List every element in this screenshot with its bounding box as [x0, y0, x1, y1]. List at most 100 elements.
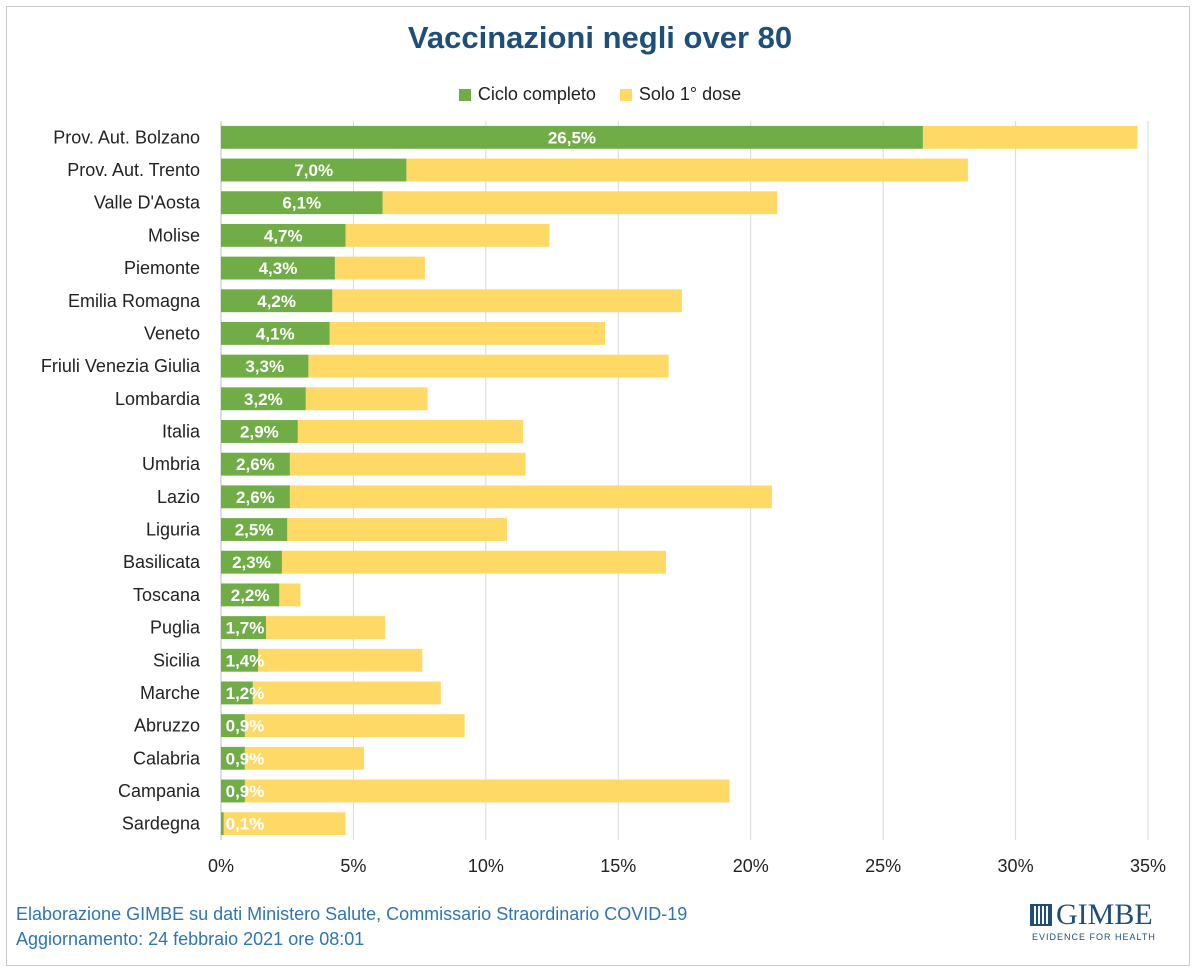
bar-ciclo-completo — [221, 223, 346, 247]
bar-solo-prima-dose — [332, 289, 682, 313]
legend: Ciclo completo Solo 1° dose — [0, 84, 1200, 105]
category-label: Sardegna — [122, 814, 201, 834]
bar-ciclo-completo — [221, 158, 407, 182]
category-label: Toscana — [133, 585, 201, 605]
bar-solo-prima-dose — [287, 518, 508, 541]
data-label-ciclo-completo: 2,9% — [240, 422, 279, 441]
x-tick-label: 0% — [208, 856, 234, 876]
bar-solo-prima-dose — [244, 714, 465, 738]
gimbe-logo-main: GIMBE — [1030, 900, 1160, 930]
legend-swatch-ciclo-completo — [458, 88, 471, 101]
data-label-ciclo-completo: 26,5% — [548, 128, 596, 147]
data-label-ciclo-completo: 3,2% — [244, 390, 283, 409]
data-label-ciclo-completo: 2,6% — [236, 455, 275, 474]
bar-solo-prima-dose — [252, 681, 441, 705]
bar-solo-prima-dose — [223, 812, 346, 836]
bar-ciclo-completo — [221, 191, 383, 215]
bar-solo-prima-dose — [244, 779, 730, 803]
bar-solo-prima-dose — [297, 420, 523, 443]
source-line-2: Aggiornamento: 24 febbraio 2021 ore 08:0… — [16, 929, 365, 949]
legend-label-ciclo-completo: Ciclo completo — [477, 84, 596, 104]
bar-solo-prima-dose — [382, 191, 778, 215]
bar-chart: 0% 5% 10% 15% 20% 25% 30% 35% Prov. Aut. Bolzano… — [41, 121, 1166, 876]
bar-solo-prima-dose — [279, 583, 301, 607]
gimbe-logo-tagline: EVIDENCE FOR HEALTH — [1032, 932, 1156, 942]
category-label: Italia — [162, 421, 201, 441]
bar-ciclo-completo — [221, 648, 259, 672]
data-label-ciclo-completo: 4,1% — [256, 324, 295, 343]
data-label-ciclo-completo: 3,3% — [245, 357, 284, 376]
data-label-ciclo-completo: 4,7% — [264, 226, 303, 245]
bar-ciclo-completo — [221, 583, 280, 607]
bar-solo-prima-dose — [266, 616, 386, 640]
bar-ciclo-completo — [221, 354, 309, 378]
category-label: Abruzzo — [134, 716, 200, 736]
category-label: Veneto — [144, 323, 200, 343]
category-label: Friuli Venezia Giulia — [41, 356, 201, 376]
bar-ciclo-completo — [221, 681, 253, 705]
category-label: Prov. Aut. Bolzano — [53, 127, 200, 147]
category-label: Piemonte — [124, 258, 200, 278]
data-label-ciclo-completo: 4,3% — [259, 259, 298, 278]
category-label: Calabria — [133, 748, 201, 768]
data-label-ciclo-completo: 7,0% — [294, 161, 333, 180]
bar-solo-prima-dose — [305, 387, 428, 411]
category-label: Prov. Aut. Trento — [67, 160, 200, 180]
category-label: Lazio — [157, 487, 200, 507]
category-label: Umbria — [142, 454, 201, 474]
bar-solo-prima-dose — [281, 550, 666, 574]
bar-ciclo-completo — [221, 746, 245, 770]
data-label-ciclo-completo: 1,7% — [226, 619, 265, 638]
bar-ciclo-completo — [221, 125, 923, 149]
x-tick-label: 30% — [998, 856, 1034, 876]
bar-ciclo-completo — [221, 452, 290, 476]
x-tick-label: 15% — [600, 856, 636, 876]
bar-ciclo-completo — [221, 387, 306, 411]
legend-swatch-solo-prima-dose — [619, 88, 632, 101]
x-tick-label: 5% — [340, 856, 366, 876]
x-tick-label: 20% — [733, 856, 769, 876]
data-label-ciclo-completo: 6,1% — [282, 194, 321, 213]
bar-solo-prima-dose — [922, 125, 1138, 149]
source-note: Elaborazione GIMBE su dati Ministero Sal… — [16, 902, 687, 952]
data-label-ciclo-completo: 0,1% — [226, 815, 265, 834]
category-label: Sicilia — [153, 650, 201, 670]
data-label-ciclo-completo: 1,2% — [226, 684, 265, 703]
category-label: Puglia — [150, 618, 201, 638]
data-label-ciclo-completo: 2,6% — [236, 488, 275, 507]
data-label-ciclo-completo: 2,3% — [232, 553, 271, 572]
data-label-ciclo-completo: 4,2% — [257, 292, 296, 311]
x-tick-label: 10% — [468, 856, 504, 876]
bar-ciclo-completo — [221, 779, 245, 803]
data-label-ciclo-completo: 0,9% — [226, 749, 265, 768]
data-label-ciclo-completo: 1,4% — [226, 651, 265, 670]
bar-solo-prima-dose — [244, 746, 365, 770]
data-label-ciclo-completo: 0,9% — [226, 782, 265, 801]
source-line-1: Elaborazione GIMBE su dati Ministero Sal… — [16, 904, 688, 924]
legend-item-ciclo-completo: Ciclo completo — [458, 84, 596, 105]
bar-ciclo-completo — [221, 485, 290, 509]
bar-ciclo-completo — [221, 616, 267, 640]
bar-ciclo-completo — [221, 550, 282, 574]
data-label-ciclo-completo: 2,5% — [235, 521, 274, 540]
bar-solo-prima-dose — [308, 354, 669, 378]
x-tick-label: 35% — [1130, 856, 1166, 876]
chart-title: Vaccinazioni negli over 80 — [407, 20, 793, 55]
bar-ciclo-completo — [221, 714, 245, 738]
category-label: Marche — [140, 683, 200, 703]
category-label: Basilicata — [123, 552, 201, 572]
data-label-ciclo-completo: 0,9% — [226, 717, 265, 736]
gimbe-logo: GIMBE EVIDENCE FOR HEALTH — [1030, 900, 1160, 942]
gimbe-mark-icon — [1030, 904, 1052, 926]
category-label: Molise — [148, 225, 200, 245]
bar-solo-prima-dose — [289, 485, 772, 509]
bar-ciclo-completo — [221, 420, 298, 443]
bar-ciclo-completo — [221, 812, 224, 836]
category-label: Valle D'Aosta — [94, 193, 201, 213]
legend-item-solo-prima-dose: Solo 1° dose — [619, 84, 741, 105]
bar-solo-prima-dose — [406, 158, 968, 182]
bar-solo-prima-dose — [334, 256, 425, 280]
bar-solo-prima-dose — [329, 321, 606, 345]
data-label-ciclo-completo: 2,2% — [231, 586, 270, 605]
category-label: Campania — [118, 781, 201, 801]
